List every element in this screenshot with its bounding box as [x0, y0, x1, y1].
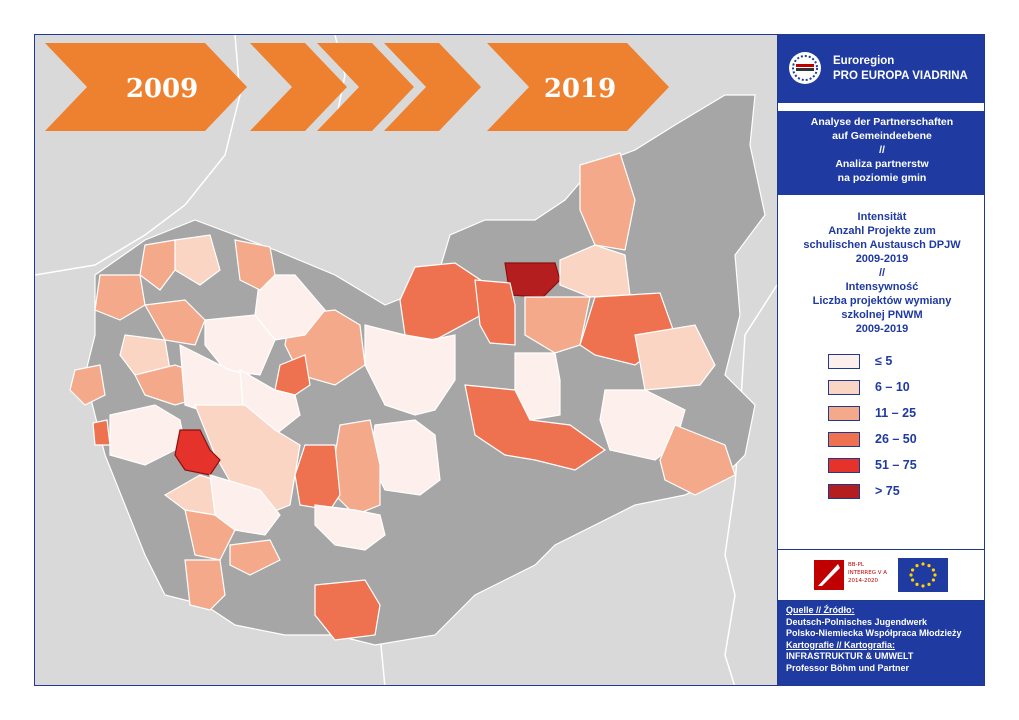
municipality	[364, 324, 456, 416]
municipality	[92, 419, 111, 446]
legend-title-line: //	[878, 267, 886, 279]
municipalities	[69, 152, 736, 641]
source-credits: Quelle // Źródło: Deutsch-Polnisches Jug…	[778, 601, 984, 685]
legend-item: 6 – 10	[828, 380, 968, 398]
org-name-line2: PRO EUROPA VIADRINA	[833, 70, 968, 82]
legend-title-line: Anzahl Projekte zum	[828, 225, 936, 237]
legend-title-line: 2009-2019	[855, 323, 909, 335]
source-line: Polsko-Niemiecka Współpraca Młodzieży	[786, 628, 962, 638]
source-heading: Quelle // Źródło:	[786, 605, 855, 615]
title-pl-line1: Analiza partnerstw	[835, 158, 929, 170]
municipality	[194, 404, 301, 516]
legend-swatch	[828, 354, 860, 369]
municipality	[234, 239, 276, 291]
legend-item: > 75	[828, 484, 968, 502]
municipality	[139, 239, 176, 291]
legend-title-line: Liczba projektów wymiany	[812, 295, 952, 307]
legend: Intensität Anzahl Projekte zum schulisch…	[778, 202, 984, 547]
legend-label: 51 – 75	[875, 458, 917, 472]
cartography-heading: Kartografie // Kartografia:	[786, 639, 896, 650]
municipality	[204, 314, 276, 376]
year-end: 2019	[544, 74, 616, 104]
org-name-line1: Euroregion	[833, 55, 895, 67]
banner-chevron	[317, 43, 414, 131]
title-pl-line2: na poziomie gmin	[837, 172, 927, 184]
title-de-line1: Analyse der Partnerschaften	[810, 116, 954, 128]
legend-swatch	[828, 406, 860, 421]
euroregion-logo	[789, 52, 821, 84]
municipality	[184, 559, 226, 611]
municipality	[524, 296, 591, 354]
sidebar-panel: Euroregion PRO EUROPA VIADRINA Analyse d…	[777, 35, 984, 685]
legend-label: 11 – 25	[875, 406, 917, 420]
municipality	[464, 384, 607, 471]
org-header: Euroregion PRO EUROPA VIADRINA	[778, 35, 984, 103]
legend-swatch	[828, 458, 860, 473]
municipality	[314, 504, 386, 551]
municipality	[144, 299, 206, 346]
map-frame: 2009 2019 Euroregion PRO EUROPA VIADRINA…	[34, 34, 985, 686]
legend-swatch	[828, 380, 860, 395]
legend-label: ≤ 5	[875, 354, 893, 368]
title-de-line2: auf Gemeindeebene	[832, 130, 932, 142]
legend-item: 26 – 50	[828, 432, 968, 450]
municipality	[634, 324, 716, 391]
legend-item: 11 – 25	[828, 406, 968, 424]
interreg-text: INTERREG V A	[848, 570, 887, 576]
cartography-line: INFRASTRUKTUR & UMWELT	[786, 651, 914, 661]
municipality	[474, 279, 516, 346]
municipality	[334, 419, 381, 516]
municipality	[659, 424, 736, 496]
municipality	[209, 474, 281, 536]
analysis-title: Analyse der Partnerschaften auf Gemeinde…	[778, 111, 984, 195]
municipality	[184, 509, 236, 561]
legend-item: 51 – 75	[828, 458, 968, 476]
title-separator: //	[879, 144, 885, 156]
banner-arrow	[45, 43, 247, 131]
legend-swatch	[828, 432, 860, 447]
legend-label: 6 – 10	[875, 380, 910, 394]
municipality	[314, 579, 381, 641]
legend-title-line: Intensywność	[845, 281, 919, 293]
funding-logos: BB-PL INTERREG V A 2014-2020	[778, 549, 984, 601]
timeline-banner: 2009 2019	[45, 43, 669, 131]
municipality	[229, 539, 281, 576]
border-line	[35, 35, 241, 276]
municipality	[109, 404, 186, 466]
interreg-text: BB-PL	[848, 562, 864, 568]
interreg-logo	[814, 560, 844, 590]
municipality	[274, 354, 311, 396]
eu-flag-icon	[898, 558, 948, 592]
year-start: 2009	[126, 74, 198, 104]
source-line: Deutsch-Polnisches Jugendwerk	[786, 616, 928, 627]
municipality	[69, 364, 106, 406]
border-line	[724, 284, 777, 685]
municipality	[294, 444, 341, 511]
municipality	[579, 152, 636, 251]
choropleth-map	[35, 35, 777, 685]
banner-chevron	[384, 43, 481, 131]
municipality	[174, 429, 221, 476]
municipality	[94, 274, 146, 321]
legend-title-line: szkolnej PNWM	[841, 309, 923, 321]
cartography-line: Professor Böhm und Partner	[786, 662, 910, 673]
banner-arrow	[487, 43, 669, 131]
legend-label: 26 – 50	[875, 432, 917, 446]
legend-title-line: schulischen Austausch DPJW	[803, 239, 961, 251]
legend-title-line: 2009-2019	[855, 253, 909, 265]
legend-label: > 75	[875, 484, 900, 498]
legend-title-line: Intensität	[857, 211, 907, 223]
municipality	[399, 262, 486, 341]
legend-swatch	[828, 484, 860, 499]
interreg-text: 2014-2020	[848, 578, 878, 584]
legend-title: Intensität Anzahl Projekte zum schulisch…	[778, 202, 984, 336]
legend-item: ≤ 5	[828, 354, 968, 372]
banner-chevron	[250, 43, 347, 131]
